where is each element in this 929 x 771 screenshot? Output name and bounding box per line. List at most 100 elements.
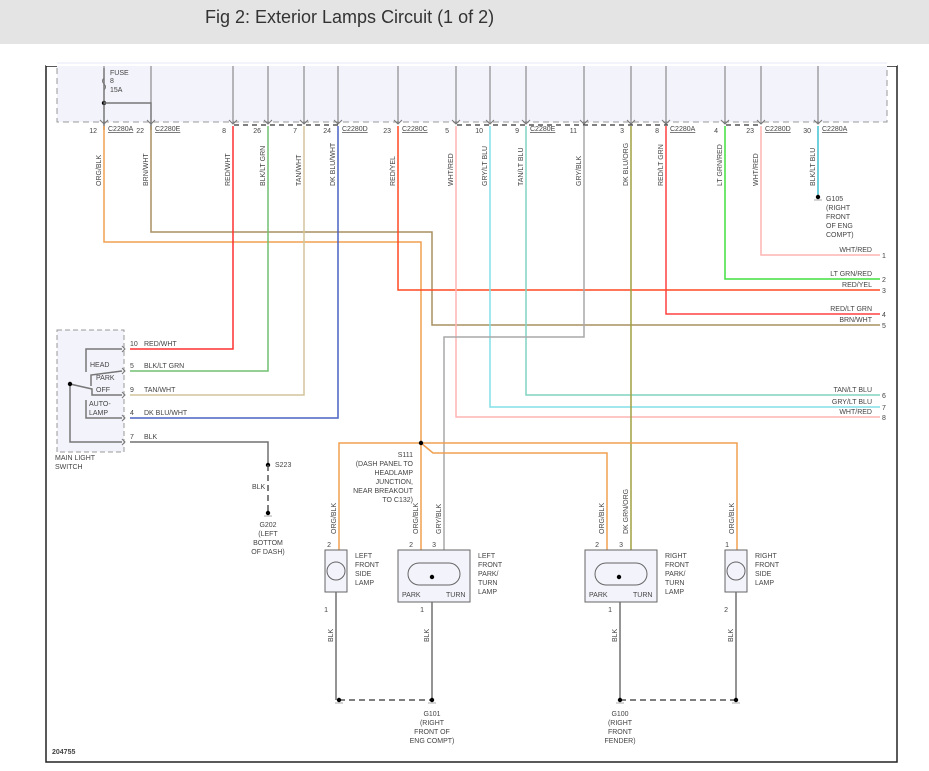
g105-label: OF ENG [826,223,853,230]
g100-label: G100 [611,711,628,718]
lamp-pin: 1 [420,607,424,614]
connector-label: C2280E [530,126,556,133]
lamp-pin: 3 [619,542,623,549]
switch-wire-label: DK BLU/WHT [144,410,188,417]
lamp-name: RIGHT [755,553,778,560]
pin-arrow [121,414,126,422]
main-light-switch [56,329,125,453]
output-wire-label: TAN/LT BLU [833,387,872,394]
pin-number: 11 [570,128,577,135]
wire-label: GRY/BLK [576,155,583,186]
wire-gry-lt-blu [489,126,880,408]
switch-common [69,384,122,443]
wire-label: TAN/WHT [296,154,303,186]
wire-org-blk [103,126,422,443]
wire-label: BLK [728,628,735,642]
g202-label: OF DASH) [251,549,284,556]
wire-label: GRY/LT BLU [482,146,489,186]
pin-arrow [756,119,766,125]
wire-red-yel [397,126,880,291]
switch-off [69,383,122,396]
output-number: 1 [882,253,886,260]
output-number: 3 [882,288,886,295]
output-number: 5 [882,323,886,330]
s111-label: S111 [398,452,413,459]
bulb-icon [726,561,746,581]
wire-label: DK BLU/ORG [623,143,630,186]
lamp-pin: 2 [409,542,413,549]
switch-head [85,348,122,372]
pin-arrow [393,119,403,125]
lamp-name: LEFT [478,553,496,560]
s111-label: HEADLAMP [374,470,413,477]
pin-number: 23 [746,128,754,135]
wire-label: ORG/BLK [331,503,338,534]
pin-arrow [121,438,126,446]
g105-label: (RIGHT [826,205,851,212]
wire-label: DK GRN/ORG [623,489,630,534]
output-wire-label: BRN/WHT [839,317,872,324]
pin-arrow [451,119,461,125]
lamp-pin: 2 [724,607,728,614]
g202-label: G202 [259,522,276,529]
lamp-pin: 1 [324,607,328,614]
switch-position: AUTO- [89,401,111,408]
wire-blk-lt-grn [130,126,269,372]
output-number: 8 [882,415,886,422]
pin-number: 9 [515,128,519,135]
switch-auto [85,400,122,419]
wire-label: ORG/BLK [729,503,736,534]
connector-label: C2280D [765,126,791,133]
fuse-rating: 15A [110,87,123,94]
switch-pin: 10 [130,341,138,348]
wire-label: LT GRN/RED [717,144,724,186]
pin-arrow [720,119,730,125]
connector-label: C2280D [342,126,368,133]
switch-name: MAIN LIGHT [55,455,96,462]
pin-number: 30 [803,128,811,135]
figure-id: 204755 [52,749,75,756]
switch-wire-label: TAN/WHT [144,387,176,394]
park-label: PARK [402,592,421,599]
lamp-name: SIDE [755,571,772,578]
page-title: Fig 2: Exterior Lamps Circuit (1 of 2) [205,7,495,27]
wire-tan-lt-blu [525,126,880,396]
connector-label: C2280E [155,126,181,133]
wire-org-blk [338,442,738,550]
g101-label: G101 [423,711,440,718]
wire-label: BLK/LT GRN [260,146,267,186]
pin-arrow [333,119,343,125]
wire-label: RED/LT GRN [658,144,665,186]
lamp-name: FRONT [665,562,690,569]
pin-arrow [121,391,126,399]
module-box [56,59,888,123]
lamp-1 [397,549,471,603]
wire-wht-red [760,126,880,256]
pin-arrow [99,119,109,125]
pin-number: 7 [293,128,297,135]
switch-pin: 7 [130,434,134,441]
wire-label: ORG/BLK [413,503,420,534]
lamp-name: PARK/ [665,571,686,578]
pin-arrow [121,345,126,353]
switch-name: SWITCH [55,464,83,471]
output-wire-label: RED/LT GRN [830,306,872,313]
lamp-name: PARK/ [478,571,499,578]
g202-label: (LEFT [258,531,278,538]
switch-park [90,370,123,386]
output-number: 4 [882,312,886,319]
lamp-pin: 3 [432,542,436,549]
wire-blk [130,441,269,465]
output-number: 7 [882,405,886,412]
switch-position: OFF [96,387,110,394]
output-wire-label: RED/YEL [842,282,872,289]
pin-arrow [813,119,823,125]
bulb-icon [594,562,648,586]
g101-label: (RIGHT [420,720,445,727]
lamp-pin: 2 [327,542,331,549]
wire-wht-red [455,126,880,418]
switch-wire-label: BLK [144,434,158,441]
g105-ground [815,194,821,200]
wire-label: BLK [612,628,619,642]
output-wire-label: LT GRN/RED [830,271,872,278]
